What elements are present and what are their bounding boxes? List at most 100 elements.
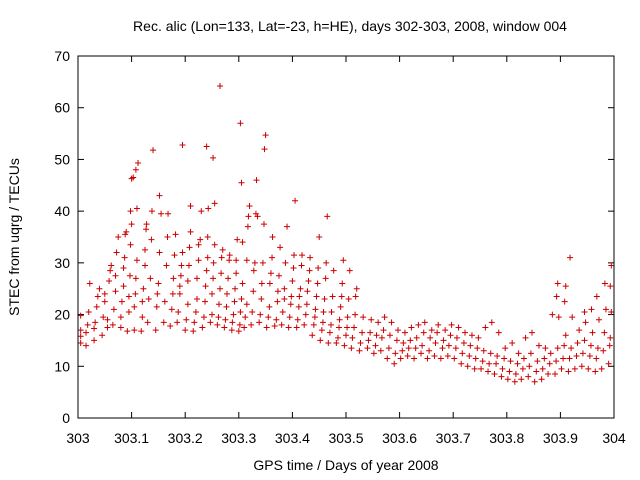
data-point xyxy=(546,360,553,367)
data-point xyxy=(411,355,418,362)
y-tick-label: 60 xyxy=(54,100,70,116)
data-point xyxy=(127,208,134,215)
data-point xyxy=(281,296,288,303)
data-point xyxy=(317,337,324,344)
data-point xyxy=(290,265,297,272)
data-point xyxy=(378,334,385,341)
data-point xyxy=(589,329,596,336)
data-point xyxy=(243,301,250,308)
x-tick-label: 303 xyxy=(66,430,90,446)
data-point xyxy=(115,234,122,240)
data-point xyxy=(340,257,347,264)
data-point xyxy=(334,334,341,341)
data-point xyxy=(274,288,281,295)
data-point xyxy=(124,328,131,335)
data-point xyxy=(279,308,286,315)
data-point xyxy=(368,316,375,323)
data-point xyxy=(219,246,226,253)
data-point xyxy=(381,314,388,321)
data-point xyxy=(386,332,393,339)
data-point xyxy=(117,324,124,331)
data-point xyxy=(412,345,419,352)
data-point xyxy=(183,316,190,323)
data-point xyxy=(333,340,340,347)
data-point xyxy=(153,303,160,310)
axis-ticks xyxy=(77,55,615,419)
data-point xyxy=(156,192,163,199)
data-point xyxy=(86,280,93,287)
data-point xyxy=(426,347,433,354)
data-point xyxy=(607,283,614,290)
data-point xyxy=(118,298,125,305)
data-point xyxy=(178,262,185,269)
data-point xyxy=(297,285,304,292)
data-point xyxy=(104,324,111,331)
data-point xyxy=(399,347,406,354)
data-point xyxy=(120,265,127,272)
data-point xyxy=(549,311,556,318)
data-point xyxy=(458,360,465,367)
data-point xyxy=(341,342,348,349)
data-point xyxy=(451,355,458,362)
data-point xyxy=(568,345,575,352)
data-point xyxy=(236,321,243,328)
data-point xyxy=(203,267,210,274)
data-point xyxy=(413,334,420,341)
data-point xyxy=(132,275,139,282)
data-point xyxy=(187,228,194,235)
data-point xyxy=(459,350,466,357)
data-point xyxy=(217,285,224,292)
data-point xyxy=(511,378,518,385)
data-point xyxy=(303,301,310,308)
data-point xyxy=(190,328,197,335)
data-point xyxy=(567,254,574,261)
data-point xyxy=(455,324,462,331)
data-point xyxy=(239,280,246,287)
data-point xyxy=(176,283,183,290)
data-point xyxy=(249,308,256,315)
data-point xyxy=(538,376,545,383)
data-point xyxy=(169,290,176,297)
data-point xyxy=(558,365,565,372)
x-tick-label: 303.6 xyxy=(382,430,417,446)
data-point xyxy=(187,202,194,209)
data-point xyxy=(77,312,84,319)
data-point xyxy=(348,345,355,352)
data-point xyxy=(404,352,411,359)
data-points xyxy=(77,82,615,385)
data-point xyxy=(195,257,202,264)
x-axis-label: GPS time / Days of year 2008 xyxy=(253,457,438,473)
data-point xyxy=(593,293,600,300)
data-point xyxy=(138,328,145,335)
data-point xyxy=(298,262,305,269)
data-point xyxy=(485,368,492,375)
data-point xyxy=(91,337,98,344)
data-point xyxy=(193,296,200,303)
data-point xyxy=(380,327,387,334)
data-point xyxy=(408,324,415,331)
data-point xyxy=(466,352,473,359)
data-point xyxy=(313,293,320,300)
data-point xyxy=(488,319,495,326)
data-point xyxy=(107,267,114,274)
data-point xyxy=(209,290,215,297)
data-point xyxy=(420,329,427,336)
data-point xyxy=(139,298,146,305)
data-point xyxy=(323,259,330,266)
data-point xyxy=(108,262,115,269)
data-point xyxy=(480,347,487,354)
data-point xyxy=(273,316,280,323)
data-point xyxy=(225,275,232,282)
data-point xyxy=(509,340,516,347)
data-point xyxy=(519,365,526,372)
data-point xyxy=(77,340,84,347)
data-point xyxy=(204,254,211,261)
data-point xyxy=(375,319,382,326)
data-point xyxy=(373,332,380,339)
data-point xyxy=(84,321,91,328)
data-point xyxy=(284,223,291,230)
data-point xyxy=(245,213,252,220)
data-point xyxy=(156,249,163,256)
data-point xyxy=(203,143,210,150)
